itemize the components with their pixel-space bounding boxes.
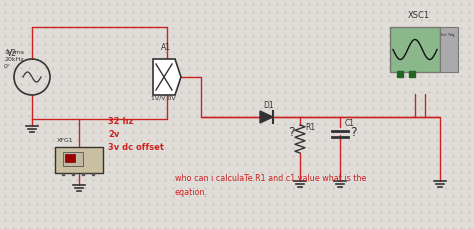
Text: 32 hz
2v
3v dc offset: 32 hz 2v 3v dc offset bbox=[108, 116, 164, 151]
Text: XFG1: XFG1 bbox=[57, 137, 73, 142]
Text: ?: ? bbox=[288, 125, 295, 138]
Polygon shape bbox=[260, 112, 273, 123]
Polygon shape bbox=[153, 60, 181, 95]
Text: D1: D1 bbox=[263, 101, 273, 109]
Text: A1: A1 bbox=[161, 43, 171, 52]
FancyBboxPatch shape bbox=[440, 28, 458, 73]
FancyBboxPatch shape bbox=[65, 154, 75, 162]
Text: V2: V2 bbox=[7, 49, 17, 58]
Text: 1V/V 0V: 1V/V 0V bbox=[151, 95, 176, 101]
Text: C1: C1 bbox=[345, 118, 355, 128]
Text: XSC1: XSC1 bbox=[408, 11, 430, 20]
FancyBboxPatch shape bbox=[390, 28, 440, 73]
FancyBboxPatch shape bbox=[63, 152, 83, 166]
Text: 1Vrms
20kHz
0°: 1Vrms 20kHz 0° bbox=[4, 50, 24, 69]
Text: R1: R1 bbox=[305, 123, 315, 131]
Text: ?: ? bbox=[350, 125, 356, 138]
FancyBboxPatch shape bbox=[55, 147, 103, 173]
Text: who can i calculaTe R1 and c1 value what is the
eqation.: who can i calculaTe R1 and c1 value what… bbox=[175, 173, 366, 196]
Text: Ext Trig: Ext Trig bbox=[441, 33, 455, 37]
